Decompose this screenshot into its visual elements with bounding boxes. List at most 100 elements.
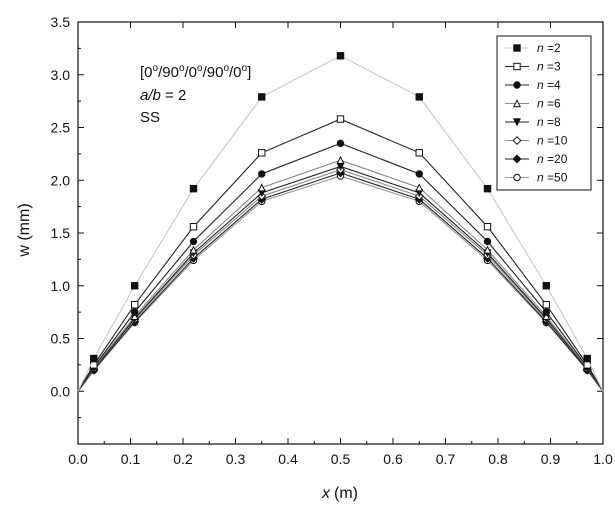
layup-part: ] xyxy=(247,64,251,81)
degree-sign: o xyxy=(153,63,159,74)
legend-label: n =10 xyxy=(537,134,568,148)
data-point xyxy=(542,301,550,309)
data-point xyxy=(483,222,492,231)
data-point xyxy=(189,237,198,246)
series-line xyxy=(77,172,604,392)
data-point xyxy=(542,282,550,290)
data-point xyxy=(415,170,423,178)
legend-label-val: =2 xyxy=(547,41,561,55)
legend-label-val: =4 xyxy=(547,78,561,92)
series-n-8 xyxy=(77,162,604,392)
y-tick-label: 2.0 xyxy=(51,172,71,188)
x-tick-label: 1.0 xyxy=(593,451,613,467)
series-line xyxy=(77,175,604,392)
y-tick-label: 1.5 xyxy=(51,225,71,241)
annotation-ratio-var: a/b xyxy=(140,87,161,104)
x-tick-label: 0.6 xyxy=(383,451,403,467)
y-tick-label: 2.5 xyxy=(51,120,71,136)
degree-sign: o xyxy=(223,63,229,74)
data-point xyxy=(483,237,492,246)
legend-label-val: =50 xyxy=(547,171,568,185)
annotation-bc: SS xyxy=(140,109,160,126)
x-axis-title: x (m) xyxy=(321,485,358,502)
x-tick-label: 0.5 xyxy=(331,451,351,467)
data-point xyxy=(257,183,266,192)
x-tick-label: 0.0 xyxy=(68,451,88,467)
legend-box xyxy=(496,35,592,191)
legend-marker xyxy=(512,154,522,164)
data-point xyxy=(336,155,345,164)
data-point xyxy=(583,354,591,363)
layup-part: /90 xyxy=(203,64,224,81)
legend-label: n =50 xyxy=(537,171,568,185)
legend-label: n =8 xyxy=(537,115,561,129)
x-tick-label: 0.9 xyxy=(541,451,561,467)
layup-part: /0 xyxy=(229,64,242,81)
data-point xyxy=(336,52,345,60)
series-n-6 xyxy=(77,155,604,392)
data-point xyxy=(131,301,139,309)
legend-marker xyxy=(513,173,521,182)
data-point xyxy=(258,170,266,178)
degree-sign: o xyxy=(179,63,185,74)
series-layer xyxy=(77,52,604,392)
data-point xyxy=(130,312,139,321)
data-point xyxy=(189,222,198,231)
x-axis-title-var: x xyxy=(321,485,331,502)
legend: n =2n =3n =4n =6n =8n =10n =20n =50 xyxy=(496,35,592,191)
data-point xyxy=(415,183,424,192)
legend-label-var: n xyxy=(537,41,547,55)
legend-label-val: =3 xyxy=(547,60,561,74)
legend-item: n =2 xyxy=(505,41,561,55)
series-line xyxy=(77,169,604,392)
data-point xyxy=(483,184,492,193)
annotation-ratio-val: = 2 xyxy=(161,87,186,104)
data-point xyxy=(336,115,345,123)
degree-sign: o xyxy=(242,63,248,74)
legend-label-var: n xyxy=(537,60,547,74)
data-point xyxy=(258,93,266,101)
legend-label: n =6 xyxy=(537,97,561,111)
x-axis-title-unit: (m) xyxy=(334,485,358,502)
legend-marker xyxy=(513,62,521,71)
layup-part: /0 xyxy=(185,64,198,81)
legend-label-var: n xyxy=(537,171,547,185)
legend-item: n =3 xyxy=(505,60,561,74)
legend-label-var: n xyxy=(537,152,547,166)
legend-label-var: n xyxy=(537,78,547,92)
x-tick-label: 0.3 xyxy=(226,451,246,467)
series-n-2 xyxy=(77,52,604,392)
y-tick-label: 1.0 xyxy=(51,278,71,294)
y-tick-label: 0.5 xyxy=(51,331,71,347)
legend-label: n =20 xyxy=(537,152,568,166)
series-line xyxy=(77,165,604,392)
series-n-20 xyxy=(77,168,604,392)
data-point xyxy=(258,149,266,157)
annotation-ratio: a/b = 2 xyxy=(140,87,186,104)
layup-part: [0 xyxy=(140,64,153,81)
legend-item: n =10 xyxy=(505,134,568,148)
legend-item: n =6 xyxy=(505,97,561,111)
layup-part: /90 xyxy=(158,64,179,81)
x-tick-label: 0.4 xyxy=(278,451,298,467)
data-point xyxy=(415,149,423,157)
x-tick-label: 0.2 xyxy=(173,451,193,467)
y-tick-label: 0.0 xyxy=(51,383,71,399)
legend-label-var: n xyxy=(537,134,547,148)
x-tick-label: 0.1 xyxy=(121,451,141,467)
legend-marker xyxy=(512,135,522,146)
legend-item: n =20 xyxy=(505,152,568,166)
legend-marker xyxy=(513,44,521,52)
legend-label-val: =6 xyxy=(547,97,561,111)
data-point xyxy=(542,308,550,316)
legend-label-val: =8 xyxy=(547,115,561,129)
x-tick-label: 0.8 xyxy=(488,451,508,467)
legend-item: n =8 xyxy=(505,115,561,129)
legend-label-val: =10 xyxy=(547,134,568,148)
axes-layer xyxy=(77,21,604,445)
data-point xyxy=(336,139,345,148)
data-point xyxy=(189,245,198,254)
legend-marker xyxy=(512,99,522,108)
legend-item: n =4 xyxy=(505,78,561,92)
